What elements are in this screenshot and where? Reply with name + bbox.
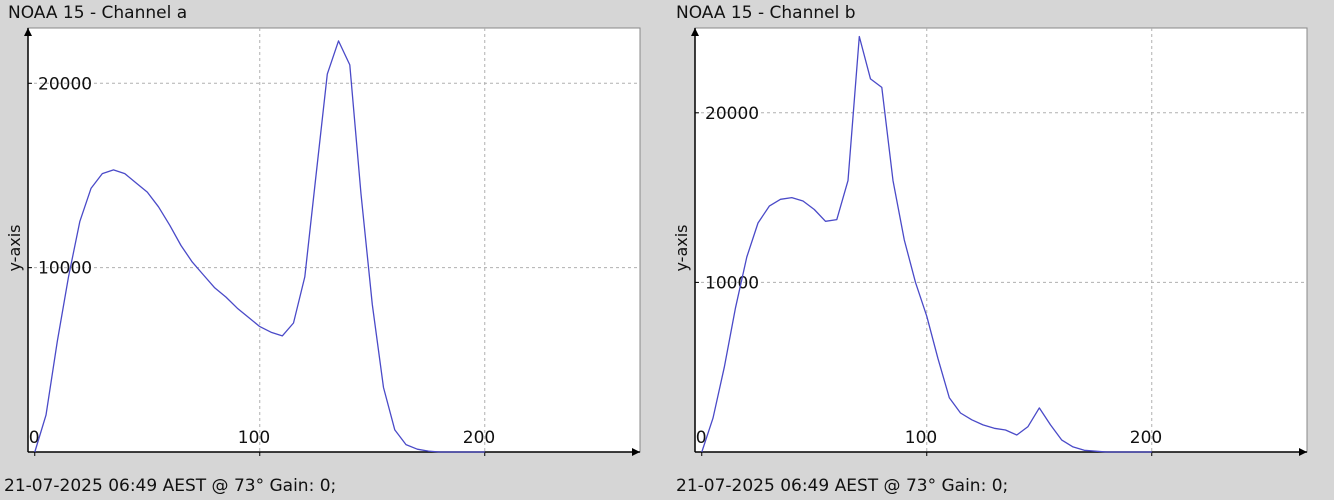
chart-b: 0 100 200 10000 20000 y-axis <box>672 27 1308 456</box>
plot-area <box>694 27 1308 453</box>
y-axis-arrow <box>691 28 699 36</box>
x-tick-label: 100 <box>905 428 937 448</box>
plot-area <box>27 27 641 453</box>
chart-a: 0 100 200 10000 20000 y-axis <box>5 27 641 456</box>
x-tick-label: 100 <box>238 428 270 448</box>
series-line <box>701 35 1152 453</box>
x-axis-arrow <box>1299 448 1307 456</box>
chart-b-footer: 21-07-2025 06:49 AEST @ 73° Gain: 0; <box>676 476 1009 496</box>
x-tick-label: 200 <box>1130 428 1162 448</box>
y-tick-label: 10000 <box>38 259 92 279</box>
chart-a-footer: 21-07-2025 06:49 AEST @ 73° Gain: 0; <box>4 476 337 496</box>
chart-a-title: NOAA 15 - Channel a <box>8 3 188 23</box>
y-tick-label: 10000 <box>705 273 759 293</box>
y-axis-arrow <box>24 28 32 36</box>
chart-b-title: NOAA 15 - Channel b <box>676 3 856 23</box>
x-tick-label: 200 <box>463 428 495 448</box>
y-tick-label: 20000 <box>705 104 759 124</box>
y-axis-title: y-axis <box>672 224 691 271</box>
x-axis-arrow <box>632 448 640 456</box>
x-tick-label: 0 <box>696 428 707 448</box>
y-tick-label: 20000 <box>38 74 92 94</box>
y-axis-title: y-axis <box>5 224 24 271</box>
series-line <box>34 40 485 453</box>
x-tick-label: 0 <box>29 428 40 448</box>
